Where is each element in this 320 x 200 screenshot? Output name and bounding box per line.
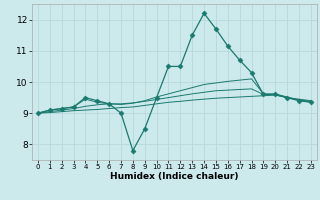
X-axis label: Humidex (Indice chaleur): Humidex (Indice chaleur) [110,172,239,181]
